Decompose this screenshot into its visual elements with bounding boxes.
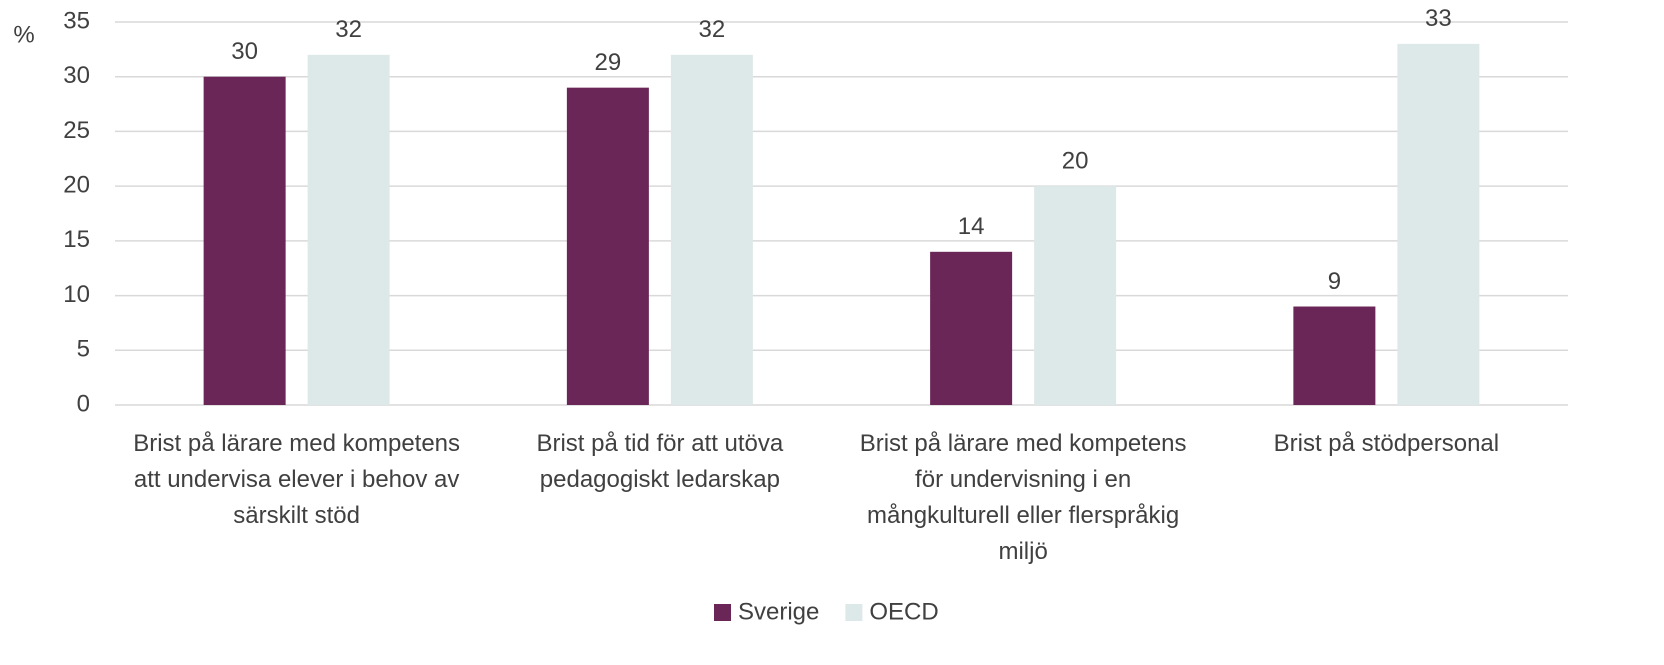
y-tick-label: 10 bbox=[63, 281, 90, 308]
data-label: 14 bbox=[958, 213, 985, 240]
y-axis-label: % bbox=[13, 21, 34, 48]
legend-swatch bbox=[845, 604, 863, 621]
y-tick-label: 25 bbox=[63, 117, 90, 144]
x-tick-label: Brist på lärare med kompetens att underv… bbox=[133, 430, 461, 529]
bar bbox=[566, 87, 649, 406]
data-label: 32 bbox=[699, 16, 726, 43]
bar bbox=[930, 251, 1013, 405]
legend-label: Sverige bbox=[738, 598, 819, 625]
y-tick-label: 35 bbox=[63, 7, 90, 34]
bar bbox=[203, 76, 286, 405]
data-label: 20 bbox=[1062, 147, 1089, 174]
y-tick-label: 5 bbox=[77, 336, 90, 363]
y-tick-label: 20 bbox=[63, 171, 90, 198]
y-tick-label: 0 bbox=[77, 390, 90, 417]
bar bbox=[307, 54, 390, 405]
data-label: 30 bbox=[231, 38, 258, 65]
x-tick-label: Brist på lärare med kompetens för underv… bbox=[859, 430, 1187, 565]
bar bbox=[670, 54, 753, 405]
y-tick-label: 15 bbox=[63, 226, 90, 253]
bar bbox=[1034, 186, 1117, 405]
data-label: 29 bbox=[595, 49, 622, 76]
y-tick-label: 30 bbox=[63, 62, 90, 89]
x-tick-label: Brist på tid för att utöva pedagogiskt l… bbox=[536, 430, 784, 493]
bar bbox=[1397, 43, 1480, 406]
legend-swatch bbox=[714, 604, 731, 621]
data-label: 9 bbox=[1328, 268, 1341, 295]
x-tick-label: Brist på stödpersonal bbox=[1273, 430, 1500, 457]
data-label: 32 bbox=[335, 16, 362, 43]
data-label: 33 bbox=[1425, 5, 1452, 32]
bar bbox=[1293, 306, 1376, 405]
legend-label: OECD bbox=[869, 598, 938, 625]
